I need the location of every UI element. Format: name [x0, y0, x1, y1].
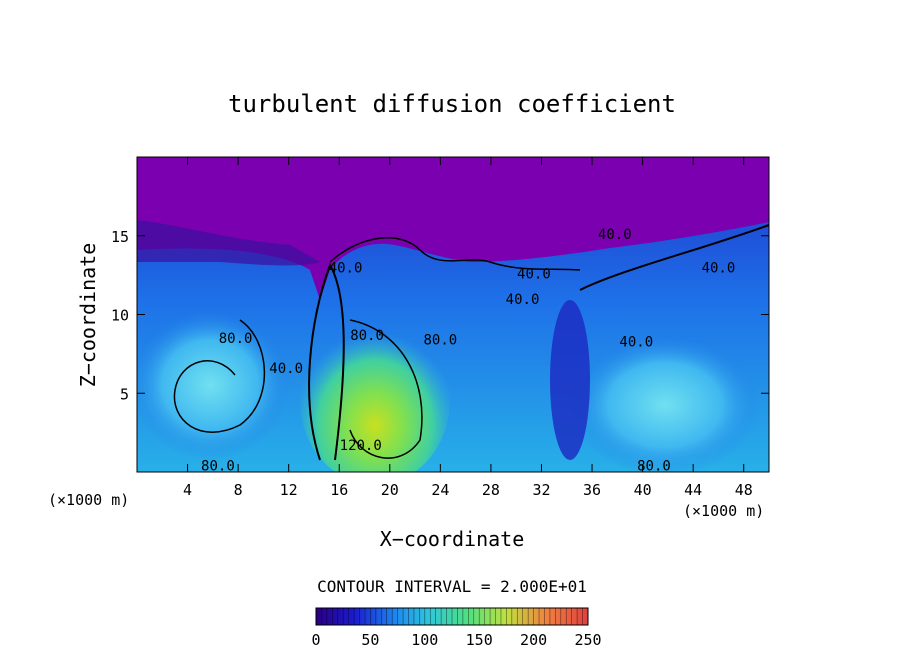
colorbar-tick-label: 100 [411, 631, 438, 649]
colorbar-tick-label: 0 [311, 631, 320, 649]
contour-label: 40.0 [517, 267, 551, 283]
x-tick-label: 44 [684, 481, 702, 499]
x-axis-unit-left: (×1000 m) [48, 491, 129, 509]
contour-80-plume [349, 319, 423, 459]
contour-interval-text: CONTOUR INTERVAL = 2.000E+01 [317, 577, 587, 596]
colorbar-tick-label: 150 [466, 631, 493, 649]
contour-label: 40.0 [329, 260, 363, 276]
chart-title: turbulent diffusion coefficient [228, 90, 676, 118]
low-diffusion-region [137, 157, 769, 300]
contour-label: 40.0 [269, 361, 303, 377]
x-tick-label: 12 [280, 481, 298, 499]
contour-label: 80.0 [350, 328, 384, 344]
contour-label: 80.0 [219, 331, 253, 347]
colorbar-tick-labels: 0 50 100 150 200 250 [311, 631, 601, 649]
contour-label: 80.0 [424, 333, 458, 349]
contour-label: 80.0 [201, 459, 235, 475]
y-tick-label: 5 [120, 385, 129, 403]
contour-40-right [579, 224, 769, 291]
x-tick-label: 32 [532, 481, 550, 499]
x-axis-ticks: 4 8 12 16 20 24 28 32 36 40 44 48 [183, 157, 753, 499]
x-tick-label: 24 [431, 481, 449, 499]
x-tick-label: 4 [183, 481, 192, 499]
contour-label: 120.0 [340, 438, 382, 454]
x-axis-label: X−coordinate [380, 527, 525, 551]
y-tick-label: 15 [111, 228, 129, 246]
contour-label: 40.0 [506, 292, 540, 308]
colorbar-tick-label: 200 [520, 631, 547, 649]
x-axis-unit-right: (×1000 m) [683, 502, 764, 520]
y-axis-ticks: 5 10 15 [111, 228, 769, 403]
dark-column [550, 300, 590, 460]
contour-labels: 40.0 40.0 40.0 40.0 40.0 40.0 80.0 80.0 80.0 80.0… [201, 227, 735, 475]
x-tick-label: 48 [735, 481, 753, 499]
x-tick-label: 36 [583, 481, 601, 499]
x-tick-label: 16 [330, 481, 348, 499]
plot-area [137, 157, 769, 472]
x-tick-label: 28 [482, 481, 500, 499]
upper-band [137, 220, 320, 266]
contour-label: 80.0 [637, 459, 671, 475]
colorbar-stripes [321, 608, 583, 625]
right-vortex [570, 335, 760, 472]
contour-label: 40.0 [619, 334, 653, 350]
contour-80-left [173, 319, 266, 433]
left-vortex [137, 310, 290, 460]
y-axis-label: Z−coordinate [76, 243, 100, 388]
x-tick-label: 40 [634, 481, 652, 499]
contour-label: 40.0 [598, 227, 632, 243]
contour-40-upper [329, 237, 581, 271]
y-tick-label: 10 [111, 307, 129, 325]
x-tick-label: 20 [381, 481, 399, 499]
colorbar-tick-label: 250 [574, 631, 601, 649]
x-tick-label: 8 [234, 481, 243, 499]
colorbar-tick-label: 50 [361, 631, 379, 649]
contour-label: 40.0 [702, 260, 736, 276]
contour-plume [308, 262, 345, 461]
